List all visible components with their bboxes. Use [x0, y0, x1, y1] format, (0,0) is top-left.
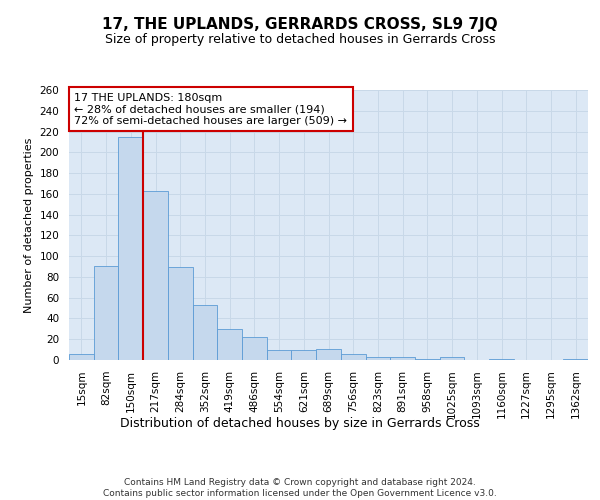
Text: Distribution of detached houses by size in Gerrards Cross: Distribution of detached houses by size …: [120, 418, 480, 430]
Text: 17 THE UPLANDS: 180sqm
← 28% of detached houses are smaller (194)
72% of semi-de: 17 THE UPLANDS: 180sqm ← 28% of detached…: [74, 92, 347, 126]
Bar: [193, 305, 217, 360]
Y-axis label: Number of detached properties: Number of detached properties: [24, 138, 34, 312]
Bar: [94, 266, 118, 360]
Text: Size of property relative to detached houses in Gerrards Cross: Size of property relative to detached ho…: [105, 32, 495, 46]
Bar: [440, 357, 464, 360]
Bar: [292, 350, 316, 360]
Bar: [563, 359, 588, 360]
Bar: [242, 337, 267, 360]
Bar: [489, 359, 514, 360]
Bar: [217, 329, 242, 360]
Text: Contains HM Land Registry data © Crown copyright and database right 2024.
Contai: Contains HM Land Registry data © Crown c…: [103, 478, 497, 498]
Bar: [390, 357, 415, 360]
Bar: [168, 266, 193, 360]
Bar: [415, 359, 440, 360]
Bar: [118, 136, 143, 360]
Bar: [69, 354, 94, 360]
Bar: [267, 350, 292, 360]
Bar: [316, 348, 341, 360]
Bar: [143, 190, 168, 360]
Text: 17, THE UPLANDS, GERRARDS CROSS, SL9 7JQ: 17, THE UPLANDS, GERRARDS CROSS, SL9 7JQ: [102, 18, 498, 32]
Bar: [341, 354, 365, 360]
Bar: [365, 357, 390, 360]
